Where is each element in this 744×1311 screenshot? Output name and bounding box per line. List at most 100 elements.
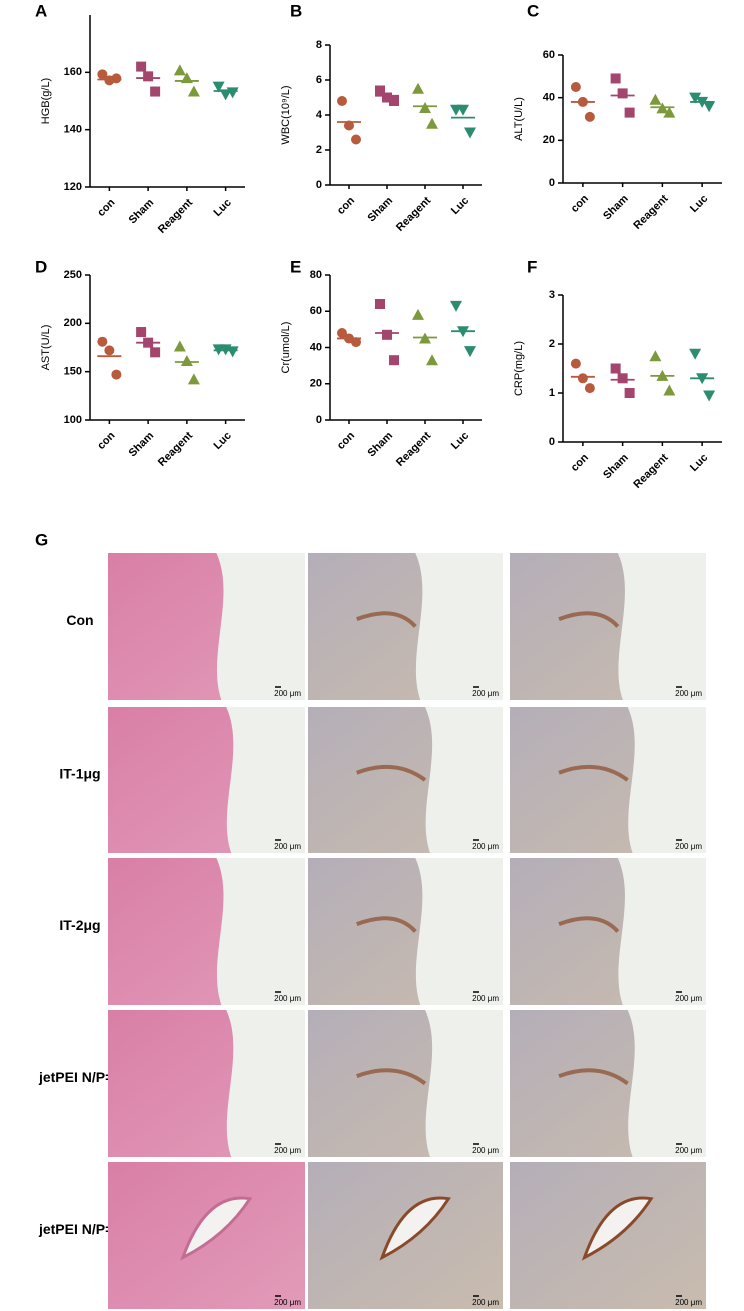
y-tick-label: 40 xyxy=(543,92,555,104)
y-tick-label: 150 xyxy=(64,366,82,378)
y-tick-label: 60 xyxy=(310,305,322,317)
data-point xyxy=(617,373,628,384)
data-point xyxy=(464,127,476,139)
data-point xyxy=(382,329,392,340)
data-point xyxy=(426,354,438,366)
stain xyxy=(558,764,629,782)
data-point xyxy=(226,346,239,358)
x-tick-label: Sham xyxy=(601,193,631,223)
data-point xyxy=(150,86,161,97)
data-point xyxy=(375,299,385,309)
x-tick-label: Luc xyxy=(688,452,710,474)
background-region xyxy=(415,858,503,1005)
scale-bar-label: 200 μm xyxy=(274,689,301,698)
x-tick-label: Reagent xyxy=(631,451,670,490)
y-tick-label: 40 xyxy=(310,341,322,353)
data-point xyxy=(624,388,635,398)
row-label: Con xyxy=(66,612,93,628)
y-tick-label: 0 xyxy=(316,179,322,191)
data-point xyxy=(570,358,581,369)
vessel xyxy=(180,1196,253,1261)
y-tick-label: 0 xyxy=(316,414,322,426)
data-point xyxy=(584,111,595,122)
y-tick-label: 200 xyxy=(64,317,82,329)
background-region xyxy=(617,858,706,1005)
scale-bar-label: 200 μm xyxy=(675,1298,702,1307)
data-point xyxy=(464,346,476,358)
data-point xyxy=(187,373,200,385)
scale-bar-label: 200 μm xyxy=(472,689,499,698)
background-region xyxy=(226,707,305,853)
x-tick-label: Reagent xyxy=(631,192,670,231)
data-point xyxy=(150,347,161,358)
data-point xyxy=(375,85,385,96)
x-tick-label: Luc xyxy=(211,430,233,452)
data-point xyxy=(97,69,108,80)
data-point xyxy=(344,120,354,131)
y-tick-label: 250 xyxy=(64,269,82,281)
panel-label: C xyxy=(527,1,539,20)
data-point xyxy=(412,308,424,320)
background-region xyxy=(627,1010,706,1157)
y-tick-label: 4 xyxy=(316,109,323,121)
x-tick-label: Sham xyxy=(601,452,631,482)
background-region xyxy=(627,707,706,853)
stain xyxy=(558,611,620,628)
x-tick-label: Sham xyxy=(365,195,395,225)
data-point xyxy=(624,107,635,118)
data-point xyxy=(187,85,200,97)
vessel xyxy=(379,1196,451,1261)
row-label: jetPEI N/P=6 xyxy=(38,1069,121,1085)
data-point xyxy=(219,89,232,101)
scale-bar-label: 200 μm xyxy=(274,1146,301,1155)
background-region xyxy=(216,858,305,1005)
data-point xyxy=(212,81,225,93)
x-tick-label: Sham xyxy=(127,197,157,227)
y-tick-label: 1 xyxy=(549,387,555,399)
scale-bar-label: 200 μm xyxy=(472,1298,499,1307)
data-point xyxy=(337,328,347,338)
data-point xyxy=(389,355,399,366)
background-region xyxy=(425,1010,503,1157)
data-point xyxy=(111,73,122,84)
x-tick-label: Luc xyxy=(211,197,233,219)
x-tick-label: con xyxy=(569,192,592,215)
data-point xyxy=(570,82,581,92)
x-tick-label: Reagent xyxy=(394,429,433,468)
y-axis-label: AST(U/L) xyxy=(40,325,52,371)
data-point xyxy=(173,340,186,352)
data-point xyxy=(649,350,662,362)
x-tick-label: Reagent xyxy=(156,196,195,235)
vessel xyxy=(581,1196,654,1261)
y-tick-label: 60 xyxy=(543,49,555,61)
row-label: IT-1μg xyxy=(59,766,100,782)
data-point xyxy=(703,101,716,113)
stain xyxy=(356,916,417,933)
data-point xyxy=(703,390,716,402)
data-point xyxy=(610,73,621,84)
y-axis-label: Cr(umol/L) xyxy=(280,322,292,374)
y-tick-label: 100 xyxy=(64,414,82,426)
panel-label: F xyxy=(527,257,537,276)
data-point xyxy=(663,106,676,118)
data-point xyxy=(450,300,462,312)
stain xyxy=(558,1068,629,1086)
data-point xyxy=(457,104,469,116)
panel-label: B xyxy=(290,1,302,20)
data-point xyxy=(649,93,662,105)
row-label: jetPEI N/P=8 xyxy=(38,1221,121,1237)
data-point xyxy=(136,61,147,72)
x-tick-label: Luc xyxy=(449,195,471,217)
data-point xyxy=(663,384,676,396)
data-point xyxy=(351,134,361,145)
y-tick-label: 20 xyxy=(310,378,322,390)
y-axis-label: CRP(mg/L) xyxy=(513,341,525,396)
x-tick-label: con xyxy=(95,196,118,219)
y-tick-label: 8 xyxy=(316,39,322,51)
y-tick-label: 0 xyxy=(549,436,555,448)
data-point xyxy=(111,369,122,380)
data-point xyxy=(389,96,399,106)
x-tick-label: Luc xyxy=(688,193,710,215)
y-tick-label: 160 xyxy=(64,66,82,78)
x-tick-label: con xyxy=(335,194,358,217)
